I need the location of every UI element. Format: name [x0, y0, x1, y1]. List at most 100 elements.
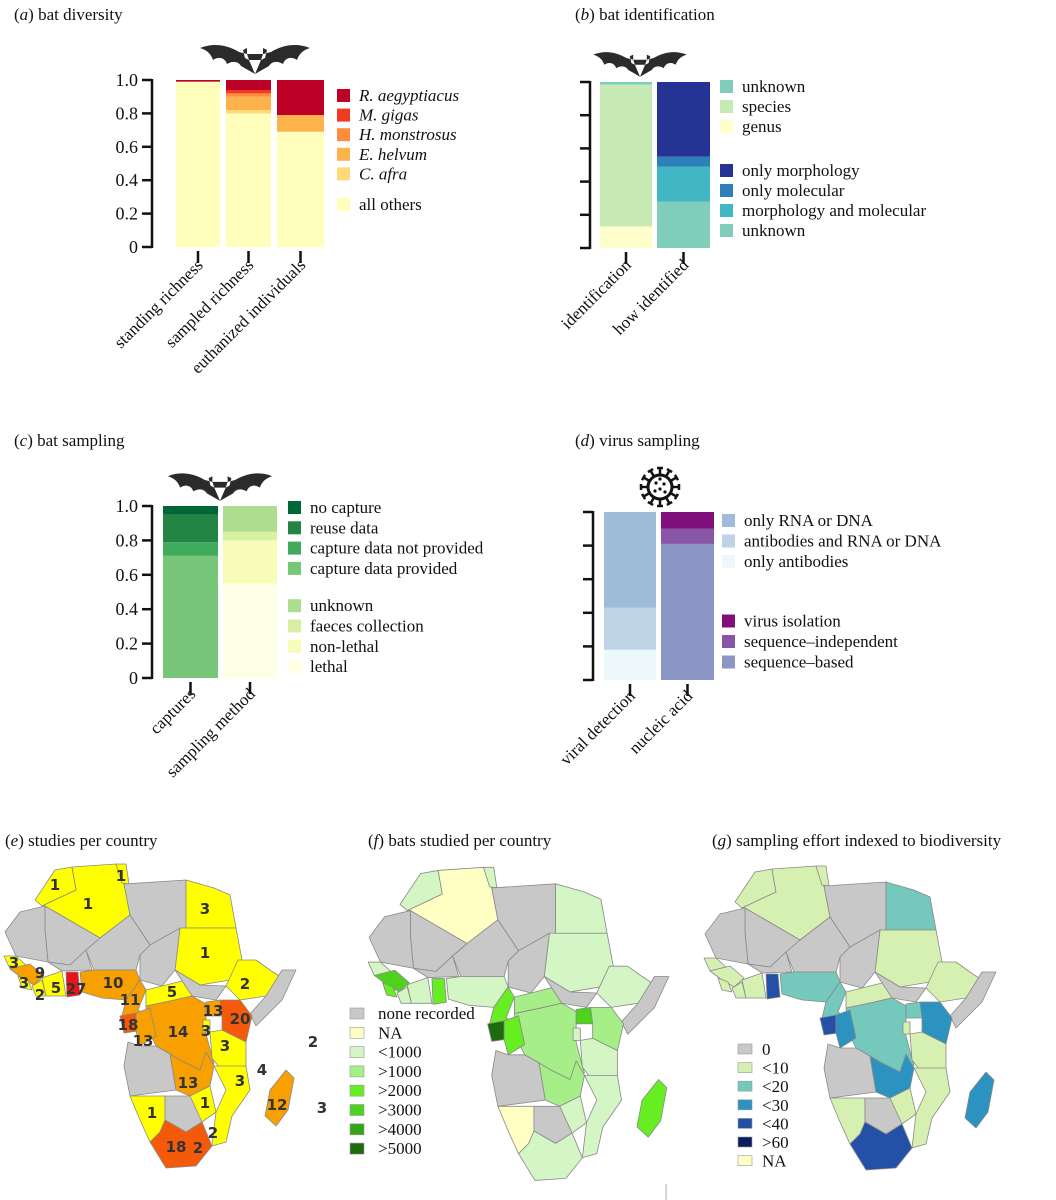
legend-label: genus	[742, 117, 782, 136]
country-count-label: 20	[230, 1010, 251, 1028]
panel-title: (e) studies per country	[5, 831, 158, 850]
legend-label: <20	[762, 1077, 789, 1096]
country-region	[874, 971, 927, 1003]
country-region	[905, 1001, 923, 1019]
legend-swatch	[720, 120, 733, 133]
panel-title-text: bats studied per country	[388, 831, 551, 850]
title-paren: )	[726, 831, 736, 850]
bar-segment	[163, 555, 218, 678]
legend-label: >4000	[378, 1120, 422, 1139]
country-region	[382, 982, 398, 998]
country-region	[555, 883, 608, 934]
legend-label: H. monstrosus	[358, 125, 457, 144]
panel-title-text: bat identification	[599, 5, 715, 24]
legend-swatch	[349, 1142, 365, 1155]
country-region	[621, 976, 670, 1035]
virus-dot	[663, 490, 667, 494]
country-count-label: 1	[147, 1104, 157, 1122]
legend-label: unknown	[742, 221, 806, 240]
title-paren: )	[378, 831, 388, 850]
panel-title: (f) bats studied per country	[368, 831, 552, 850]
legend-swatch	[737, 1136, 753, 1148]
legend-label: R. aegyptiacus	[358, 86, 459, 105]
legend-label: >5000	[378, 1139, 422, 1158]
y-tick-label: 0.8	[116, 530, 139, 550]
title-paren: )	[27, 431, 37, 450]
country-count-label: 27	[66, 980, 87, 998]
legend-swatch	[337, 147, 350, 161]
legend-swatch	[737, 1080, 753, 1092]
country-count-label: 2	[35, 986, 45, 1004]
country-count-label: 3	[19, 974, 29, 992]
country-region	[149, 1119, 213, 1169]
bat-shape	[593, 52, 687, 77]
bar-segment	[223, 531, 277, 541]
legend-swatch	[722, 514, 735, 527]
legend-swatch	[349, 1065, 365, 1078]
panel-letter: g	[718, 831, 727, 850]
panel-title-text: studies per country	[28, 831, 158, 850]
country-count-label: 3	[200, 900, 210, 918]
bar-segment	[226, 80, 271, 91]
legend-label: capture data provided	[310, 559, 458, 578]
bar-segment	[657, 82, 710, 157]
legend-label: unknown	[742, 77, 806, 96]
map-g	[703, 865, 997, 1171]
country-count-label: 5	[167, 983, 177, 1001]
legend-swatch	[288, 660, 301, 674]
panel-title: (a) bat diversity	[14, 5, 123, 24]
legend-swatch	[349, 1084, 365, 1097]
country-region	[249, 969, 297, 1027]
country-count-label: 18	[166, 1138, 187, 1156]
legend-swatch	[288, 561, 301, 575]
legend-label: <10	[762, 1059, 789, 1078]
virus-dot	[662, 482, 666, 486]
country-count-label: 2	[240, 975, 250, 993]
panel-title-text: bat sampling	[37, 431, 125, 450]
bar-segment	[176, 80, 220, 82]
bar-segment	[604, 512, 656, 608]
x-tick-label: viral detection	[556, 686, 639, 769]
title-paren: (	[14, 431, 20, 450]
country-count-label: 1	[200, 1094, 210, 1112]
legend-swatch	[722, 655, 735, 669]
legend-swatch	[722, 614, 735, 628]
legend-swatch	[349, 1046, 365, 1058]
country-count-label: 2	[208, 1124, 218, 1142]
legend-label: NA	[378, 1023, 403, 1042]
y-tick-label: 0.4	[116, 170, 139, 190]
legend-label: morphology and molecular	[742, 201, 926, 220]
title-paren: )	[589, 5, 599, 24]
bar-segment	[163, 506, 218, 515]
legend-swatch	[337, 198, 350, 211]
y-tick-label: 1.0	[116, 70, 139, 90]
country-region	[964, 1071, 995, 1129]
title-paren: )	[18, 831, 28, 850]
legend-label: unknown	[310, 596, 374, 615]
virus-dot	[658, 487, 662, 491]
legend-label: no capture	[310, 498, 381, 517]
legend-swatch	[737, 1099, 753, 1111]
bar-segment	[600, 84, 652, 227]
x-tick-label: sampled richness	[161, 255, 257, 351]
country-region	[911, 1067, 951, 1149]
bar-segment	[226, 90, 271, 94]
legend-swatch	[722, 555, 735, 568]
y-tick-label: 1.0	[116, 496, 139, 516]
y-tick-label: 0	[129, 668, 138, 688]
virus-dot	[658, 477, 662, 481]
panel-title: (b) bat identification	[575, 5, 715, 24]
country-region	[885, 881, 937, 931]
bat-icon	[593, 52, 687, 77]
legend-label: >60	[762, 1133, 789, 1152]
country-count-label: 1	[50, 876, 60, 894]
virus-spike-tip	[640, 493, 647, 500]
bar-segment	[226, 96, 271, 111]
legend-label: faeces collection	[310, 617, 424, 636]
legend-swatch	[720, 164, 733, 177]
legend-label: non-lethal	[310, 637, 379, 656]
legend-label: E. helvum	[358, 145, 427, 164]
bar-segment	[661, 543, 714, 680]
title-paren: )	[28, 5, 38, 24]
